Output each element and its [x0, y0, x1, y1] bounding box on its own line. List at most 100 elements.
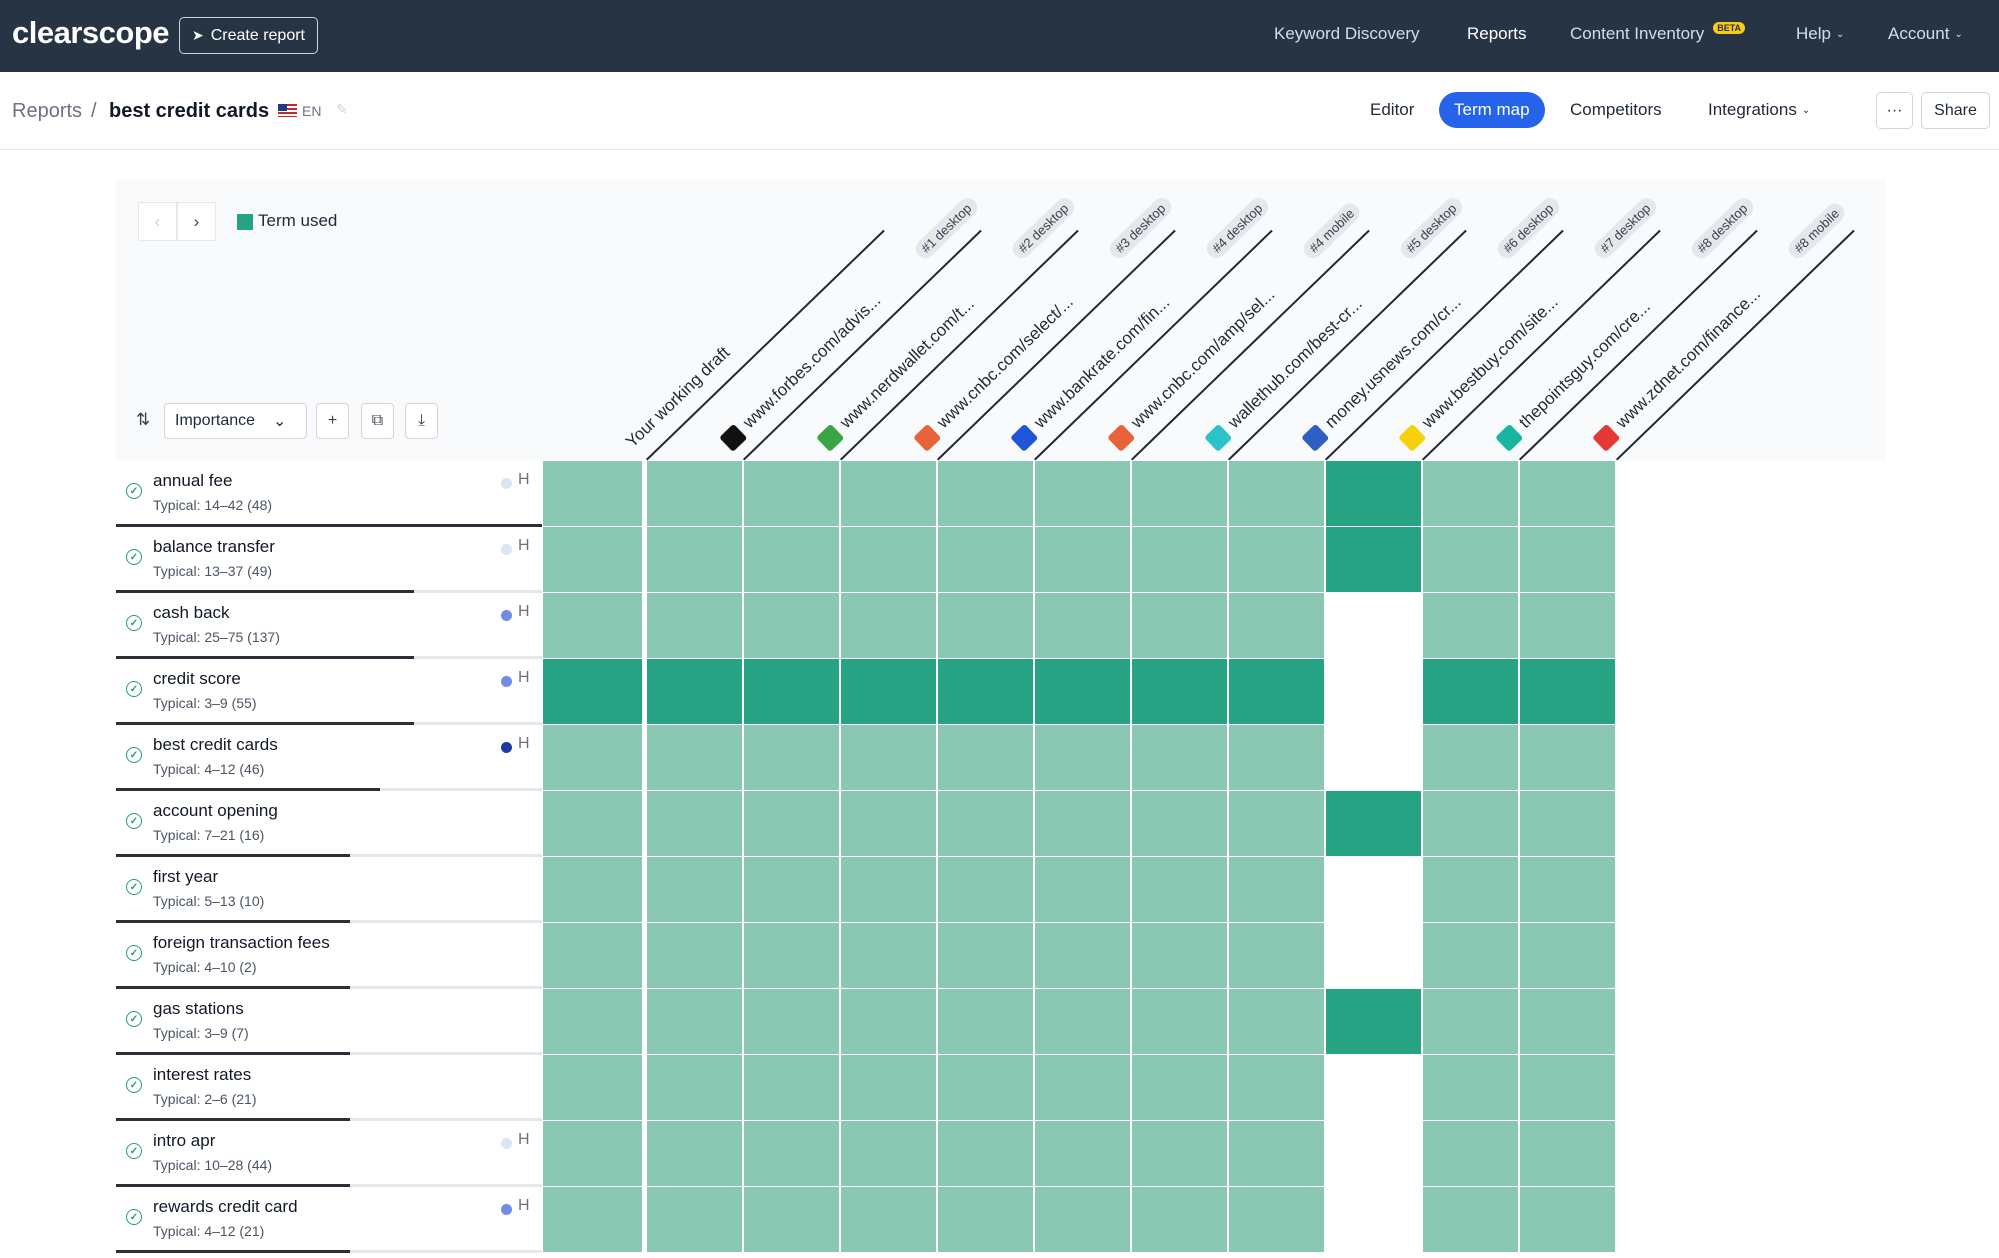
nav-content-inventory[interactable]: Content Inventory BETA: [1570, 22, 1746, 44]
term-cell[interactable]: [1035, 725, 1130, 790]
term-cell[interactable]: [1035, 1055, 1130, 1120]
breadcrumb-reports[interactable]: Reports: [12, 100, 83, 122]
column-header-6[interactable]: wallethub.com/best-cr... #5 desktop: [1204, 194, 1467, 460]
column-header-2[interactable]: www.nerdwallet.com/t... #2 desktop: [816, 194, 1079, 460]
term-cell[interactable]: [938, 1187, 1033, 1252]
term-row[interactable]: ✓ credit score Typical: 3–9 (55) H: [116, 659, 542, 725]
term-cell[interactable]: [938, 593, 1033, 658]
term-cell[interactable]: [647, 791, 742, 856]
term-cell[interactable]: [1035, 593, 1130, 658]
copy-button[interactable]: ⧉: [361, 403, 394, 439]
term-cell[interactable]: [1326, 923, 1421, 988]
term-cell[interactable]: [938, 659, 1033, 724]
term-cell[interactable]: [543, 857, 642, 922]
term-cell[interactable]: [1132, 461, 1227, 526]
term-cell[interactable]: [543, 461, 642, 526]
tab-competitors[interactable]: Competitors: [1555, 92, 1677, 128]
term-cell[interactable]: [841, 593, 936, 658]
next-arrow-button[interactable]: ›: [177, 202, 216, 241]
edit-pencil-icon[interactable]: ✎: [336, 101, 348, 117]
term-cell[interactable]: [841, 989, 936, 1054]
term-cell[interactable]: [938, 989, 1033, 1054]
term-cell[interactable]: [1035, 659, 1130, 724]
term-cell[interactable]: [841, 659, 936, 724]
term-cell[interactable]: [1326, 593, 1421, 658]
term-cell[interactable]: [1326, 527, 1421, 592]
term-cell[interactable]: [1326, 989, 1421, 1054]
brand-logo[interactable]: clearscope: [12, 15, 170, 50]
more-options-button[interactable]: ···: [1876, 92, 1913, 129]
term-cell[interactable]: [938, 791, 1033, 856]
term-cell[interactable]: [1132, 989, 1227, 1054]
term-cell[interactable]: [543, 725, 642, 790]
term-cell[interactable]: [1520, 989, 1615, 1054]
term-cell[interactable]: [1326, 1121, 1421, 1186]
term-cell[interactable]: [647, 593, 742, 658]
term-cell[interactable]: [1423, 1055, 1518, 1120]
term-cell[interactable]: [1423, 659, 1518, 724]
term-cell[interactable]: [1423, 1121, 1518, 1186]
term-cell[interactable]: [543, 1121, 642, 1186]
term-cell[interactable]: [938, 725, 1033, 790]
term-cell[interactable]: [1132, 725, 1227, 790]
term-row[interactable]: ✓ interest rates Typical: 2–6 (21): [116, 1055, 542, 1121]
term-row[interactable]: ✓ intro apr Typical: 10–28 (44) H: [116, 1121, 542, 1187]
term-cell[interactable]: [744, 1121, 839, 1186]
nav-reports[interactable]: Reports: [1467, 24, 1527, 44]
term-cell[interactable]: [1035, 791, 1130, 856]
term-cell[interactable]: [1423, 1187, 1518, 1252]
term-cell[interactable]: [1520, 1187, 1615, 1252]
column-header-5[interactable]: www.cnbc.com/amp/sel... #4 mobile: [1107, 199, 1370, 460]
term-cell[interactable]: [1423, 923, 1518, 988]
term-cell[interactable]: [647, 1055, 742, 1120]
term-cell[interactable]: [543, 659, 642, 724]
column-header-9[interactable]: thepointsguy.com/cre... #8 desktop: [1495, 194, 1758, 460]
term-row[interactable]: ✓ balance transfer Typical: 13–37 (49) H: [116, 527, 542, 593]
term-cell[interactable]: [1423, 461, 1518, 526]
term-cell[interactable]: [938, 923, 1033, 988]
term-cell[interactable]: [744, 725, 839, 790]
term-cell[interactable]: [647, 989, 742, 1054]
term-cell[interactable]: [1229, 593, 1324, 658]
term-cell[interactable]: [841, 791, 936, 856]
prev-arrow-button[interactable]: ‹: [138, 202, 177, 241]
term-cell[interactable]: [938, 461, 1033, 526]
term-cell[interactable]: [1520, 857, 1615, 922]
term-row[interactable]: ✓ best credit cards Typical: 4–12 (46) H: [116, 725, 542, 791]
term-cell[interactable]: [841, 1187, 936, 1252]
term-cell[interactable]: [841, 923, 936, 988]
term-cell[interactable]: [647, 1121, 742, 1186]
term-cell[interactable]: [744, 593, 839, 658]
term-cell[interactable]: [841, 461, 936, 526]
term-cell[interactable]: [1035, 461, 1130, 526]
term-cell[interactable]: [841, 527, 936, 592]
term-cell[interactable]: [647, 527, 742, 592]
term-row[interactable]: ✓ first year Typical: 5–13 (10): [116, 857, 542, 923]
term-cell[interactable]: [938, 1055, 1033, 1120]
nav-keyword-discovery[interactable]: Keyword Discovery: [1274, 24, 1420, 44]
term-cell[interactable]: [841, 725, 936, 790]
term-cell[interactable]: [744, 527, 839, 592]
term-cell[interactable]: [647, 1187, 742, 1252]
term-cell[interactable]: [938, 1121, 1033, 1186]
add-term-button[interactable]: +: [316, 403, 349, 439]
term-cell[interactable]: [1423, 725, 1518, 790]
term-cell[interactable]: [1132, 791, 1227, 856]
share-button[interactable]: Share: [1921, 92, 1990, 129]
column-header-4[interactable]: www.bankrate.com/fin... #4 desktop: [1010, 194, 1273, 460]
column-header-0[interactable]: Your working draft: [622, 229, 885, 460]
term-cell[interactable]: [1229, 1121, 1324, 1186]
create-report-button[interactable]: ➤ Create report: [179, 17, 318, 54]
term-cell[interactable]: [1423, 593, 1518, 658]
term-cell[interactable]: [543, 989, 642, 1054]
term-cell[interactable]: [938, 857, 1033, 922]
term-row[interactable]: ✓ cash back Typical: 25–75 (137) H: [116, 593, 542, 659]
column-header-8[interactable]: www.bestbuy.com/site... #7 desktop: [1398, 194, 1661, 460]
term-cell[interactable]: [543, 593, 642, 658]
term-cell[interactable]: [1326, 791, 1421, 856]
term-cell[interactable]: [1520, 1055, 1615, 1120]
term-cell[interactable]: [938, 527, 1033, 592]
term-cell[interactable]: [1035, 857, 1130, 922]
term-row[interactable]: ✓ foreign transaction fees Typical: 4–10 (…: [116, 923, 542, 989]
column-header-7[interactable]: money.usnews.com/cr... #6 desktop: [1301, 194, 1564, 460]
